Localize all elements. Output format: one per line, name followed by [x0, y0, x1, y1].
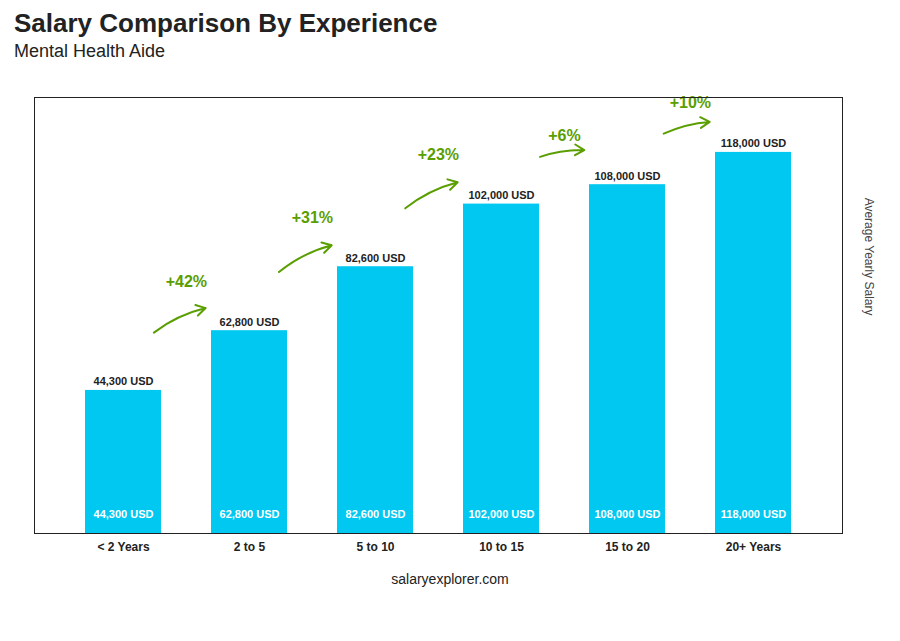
- svg-text:+31%: +31%: [292, 209, 333, 226]
- svg-text:108,000 USD: 108,000 USD: [594, 169, 660, 181]
- svg-text:102,000 USD: 102,000 USD: [468, 507, 534, 519]
- svg-text:108,000 USD: 108,000 USD: [594, 507, 660, 519]
- svg-text:10 to 15: 10 to 15: [479, 540, 524, 554]
- svg-text:5 to 10: 5 to 10: [356, 540, 394, 554]
- svg-text:118,000 USD: 118,000 USD: [721, 507, 786, 519]
- svg-text:+10%: +10%: [670, 94, 711, 111]
- svg-text:+23%: +23%: [418, 146, 459, 163]
- svg-text:62,800 USD: 62,800 USD: [220, 507, 280, 519]
- svg-text:44,300 USD: 44,300 USD: [94, 507, 154, 519]
- svg-text:44,300 USD: 44,300 USD: [94, 375, 154, 387]
- html-text:Salary Comparison By Experienc: Salary Comparison By Experience: [14, 8, 438, 38]
- html-text:Mental Health Aide: Mental Health Aide: [14, 41, 166, 62]
- svg-text:102,000 USD: 102,000 USD: [468, 189, 534, 201]
- svg-text:2 to 5: 2 to 5: [234, 540, 266, 554]
- svg-text:Average Yearly Salary: Average Yearly Salary: [862, 197, 876, 315]
- svg-text:< 2 Years: < 2 Years: [97, 540, 149, 554]
- svg-text:118,000 USD: 118,000 USD: [721, 137, 786, 149]
- svg-text:20+ Years: 20+ Years: [726, 540, 782, 554]
- html-text:salaryexplorer.com: salaryexplorer.com: [391, 570, 509, 587]
- svg-text:82,600 USD: 82,600 USD: [346, 252, 406, 264]
- svg-text:15 to 20: 15 to 20: [605, 540, 650, 554]
- svg-text:82,600 USD: 82,600 USD: [346, 507, 406, 519]
- svg-text:+6%: +6%: [548, 126, 580, 143]
- svg-text:62,800 USD: 62,800 USD: [220, 315, 280, 327]
- svg-text:+42%: +42%: [166, 272, 207, 289]
